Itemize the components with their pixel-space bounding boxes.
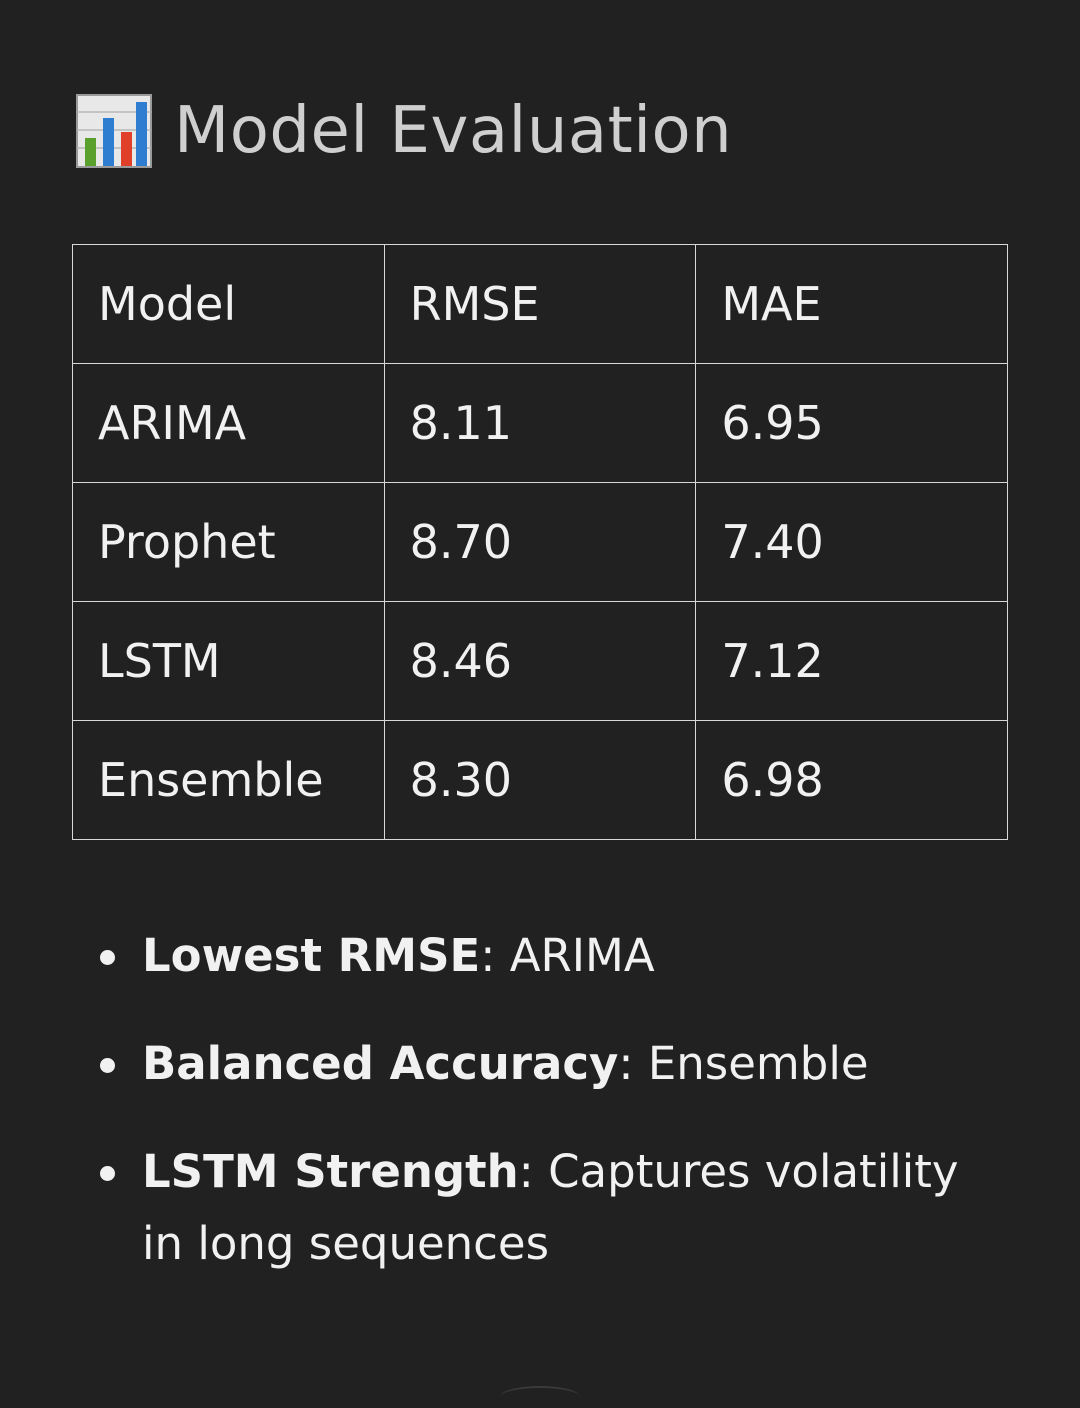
bullet-icon: [100, 1166, 115, 1181]
rmse-cell: 8.11: [383, 363, 697, 483]
list-item: Balanced Accuracy: Ensemble: [96, 1028, 996, 1100]
column-header-rmse: RMSE: [383, 244, 697, 364]
note-separator: :: [518, 1145, 534, 1198]
note-label: LSTM Strength: [142, 1145, 519, 1198]
table-row: ARIMA 8.11 6.95: [72, 363, 1008, 483]
mae-cell: 6.98: [695, 720, 1008, 840]
column-header-mae: MAE: [695, 244, 1008, 364]
rmse-cell: 8.46: [383, 601, 697, 721]
evaluation-table: Model RMSE MAE ARIMA 8.11 6.95 Prophet 8…: [72, 244, 1008, 840]
model-cell: Ensemble: [72, 720, 385, 840]
note-separator: :: [618, 1037, 634, 1090]
note-value: ARIMA: [495, 929, 655, 982]
table-header-row: Model RMSE MAE: [72, 244, 1008, 364]
table-row: Prophet 8.70 7.40: [72, 482, 1008, 602]
bar-chart-icon: [76, 94, 152, 168]
note-value: Ensemble: [633, 1037, 869, 1090]
note-label: Lowest RMSE: [142, 929, 481, 982]
model-cell: Prophet: [72, 482, 385, 602]
note-value: Captures volatility in long sequences: [142, 1145, 959, 1270]
rmse-cell: 8.70: [383, 482, 697, 602]
mae-cell: 7.40: [695, 482, 1008, 602]
column-header-model: Model: [72, 244, 385, 364]
mae-cell: 6.95: [695, 363, 1008, 483]
table-row: LSTM 8.46 7.12: [72, 601, 1008, 721]
bullet-icon: [100, 1058, 115, 1073]
model-cell: ARIMA: [72, 363, 385, 483]
list-item: Lowest RMSE: ARIMA: [96, 920, 996, 992]
section-heading: Model Evaluation: [76, 86, 732, 176]
model-cell: LSTM: [72, 601, 385, 721]
page-title: Model Evaluation: [174, 94, 733, 168]
summary-list: Lowest RMSE: ARIMA Balanced Accuracy: En…: [96, 920, 996, 1316]
scroll-indicator: [500, 1386, 580, 1408]
note-separator: :: [480, 929, 496, 982]
note-label: Balanced Accuracy: [142, 1037, 619, 1090]
mae-cell: 7.12: [695, 601, 1008, 721]
table-row: Ensemble 8.30 6.98: [72, 720, 1008, 840]
rmse-cell: 8.30: [383, 720, 697, 840]
list-item: LSTM Strength: Captures volatility in lo…: [96, 1136, 996, 1280]
bullet-icon: [100, 950, 115, 965]
